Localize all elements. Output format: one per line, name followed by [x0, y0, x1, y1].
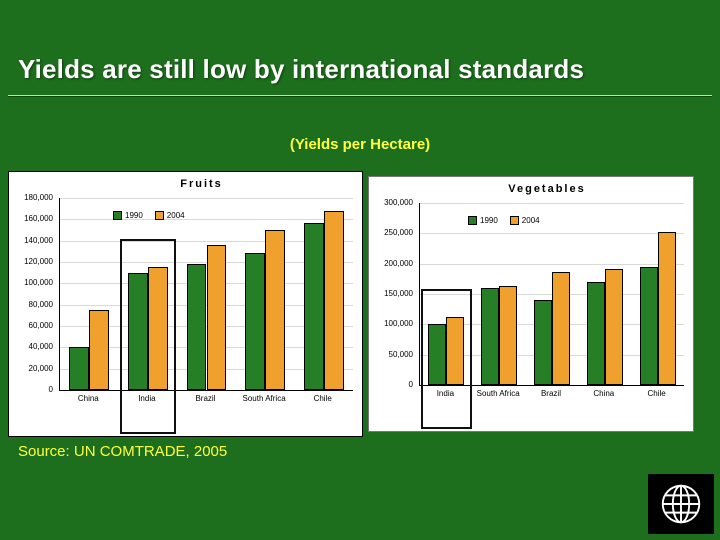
bar-1990 [534, 300, 552, 385]
legend-label: 2004 [521, 216, 540, 225]
y-axis-label: 0 [48, 385, 53, 394]
y-axis-label: 100,000 [384, 319, 413, 329]
legend-item-2004: 2004 [509, 216, 540, 225]
legend-item-1990: 1990 [113, 211, 143, 220]
legend-swatch-2004 [509, 216, 519, 225]
y-axis-label: 120,000 [24, 257, 53, 266]
legend-item-1990: 1990 [468, 216, 498, 225]
x-axis-label-text: Chile [313, 394, 332, 403]
bar-2004 [604, 268, 623, 385]
x-axis-label-text: Brazil [195, 394, 216, 403]
x-axis-label: India [419, 389, 472, 398]
vegetables-chart: Vegetables 1990 2004 0 50,000 100,000 150,000 2… [368, 176, 694, 432]
x-axis-label: India [118, 394, 177, 403]
legend: 1990 2004 [468, 216, 540, 225]
y-axis-label: 80,000 [28, 299, 53, 309]
x-axis-label-text: China [77, 394, 99, 403]
chart-title: Fruits [180, 178, 223, 190]
highlight-box-india [421, 289, 472, 429]
x-axis-label-text: South Africa [242, 394, 286, 403]
legend-label: 2004 [166, 211, 185, 220]
x-axis-label-text: India [436, 389, 455, 398]
y-axis-label: 200,000 [384, 258, 413, 268]
plot-area: 1990 2004 [419, 203, 684, 386]
chart-title: Vegetables [508, 183, 586, 195]
x-axis-label-text: South Africa [476, 389, 520, 398]
x-axis-label: South Africa [235, 394, 294, 403]
fruits-chart: Fruits 1990 2004 0 20,000 40,000 60,000 80,000 1… [8, 171, 363, 437]
x-axis-label: Chile [630, 389, 683, 398]
x-axis-label: Chile [293, 394, 352, 403]
x-axis-label-text: China [593, 389, 615, 398]
bar-2004 [446, 317, 465, 385]
highlight-box-india [119, 239, 177, 434]
source-text: Source: UN COMTRADE, 2005 [18, 443, 228, 460]
y-gridline [420, 233, 684, 235]
bar-1990 [186, 264, 207, 390]
legend-label: 1990 [125, 211, 143, 220]
globe-logo [648, 474, 714, 534]
bar-1990 [481, 287, 500, 385]
subtitle: (Yields per Hectare) [289, 136, 431, 153]
x-axis-label-text: India [138, 394, 156, 403]
bar-1990 [428, 324, 447, 385]
x-axis-label: Brazil [176, 394, 235, 403]
y-gridline [60, 219, 353, 221]
y-axis-label: 160,000 [24, 214, 53, 224]
y-axis-label: 250,000 [384, 228, 413, 238]
bar-1990 [639, 266, 658, 385]
y-axis-label: 60,000 [28, 321, 53, 330]
y-axis-label: 300,000 [384, 198, 413, 207]
globe-icon [661, 484, 701, 524]
bar-1990 [127, 272, 148, 390]
bar-1990 [586, 281, 605, 385]
x-axis-label: China [577, 389, 630, 398]
x-axis-label: South Africa [472, 389, 525, 398]
x-axis-label: Brazil [525, 389, 578, 398]
y-axis-label: 0 [408, 380, 413, 389]
bar-1990 [245, 253, 266, 390]
x-axis-label-text: Brazil [540, 389, 561, 398]
plot-area: 1990 2004 [59, 198, 353, 391]
bar-2004 [89, 310, 110, 390]
bar-2004 [206, 244, 227, 390]
y-axis-label: 140,000 [24, 235, 53, 245]
y-gridline [420, 203, 684, 204]
bar-2004 [657, 231, 676, 385]
title-divider [8, 95, 712, 97]
y-axis-label: 150,000 [384, 289, 413, 298]
y-gridline [60, 198, 353, 199]
bar-2004 [147, 267, 168, 390]
legend-swatch-2004 [154, 211, 164, 220]
y-axis-label: 20,000 [28, 363, 53, 373]
y-axis-label: 180,000 [24, 193, 53, 202]
y-gridline [420, 263, 684, 265]
legend-swatch-1990 [113, 211, 122, 220]
legend-item-2004: 2004 [154, 211, 185, 220]
page-title: Yields are still low by international st… [18, 54, 585, 84]
bar-2004 [499, 286, 518, 385]
y-axis-label: 40,000 [28, 342, 53, 352]
legend-swatch-1990 [468, 216, 477, 225]
y-axis-label: 100,000 [24, 278, 53, 288]
bar-1990 [303, 222, 324, 390]
bar-2004 [323, 210, 344, 390]
bar-2004 [265, 230, 286, 390]
x-axis-label: China [59, 394, 118, 403]
bar-1990 [69, 347, 90, 390]
y-axis-label: 50,000 [388, 349, 413, 359]
y-gridline [60, 240, 353, 242]
x-axis-label-text: Chile [647, 389, 666, 398]
bar-2004 [552, 271, 570, 385]
legend-label: 1990 [480, 216, 498, 225]
legend: 1990 2004 [113, 211, 185, 220]
